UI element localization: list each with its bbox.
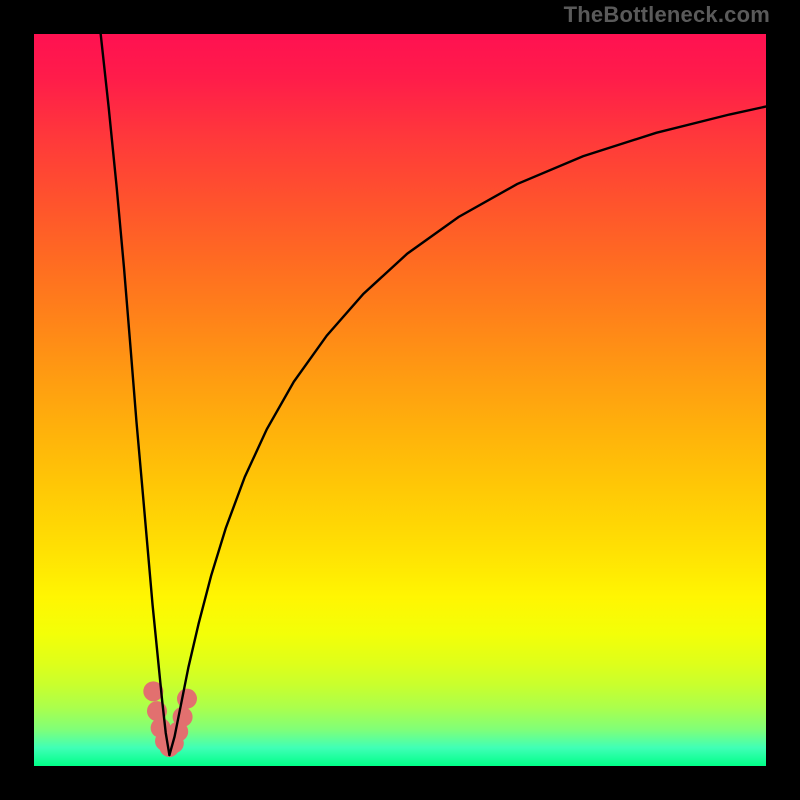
dip-marker — [147, 701, 167, 721]
dip-marker — [168, 722, 188, 742]
bottleneck-curve-right — [169, 106, 766, 755]
watermark-text: TheBottleneck.com — [564, 2, 770, 28]
curve-layer — [34, 34, 766, 766]
dip-marker — [159, 737, 179, 757]
dip-marker — [177, 689, 197, 709]
dip-marker — [143, 681, 163, 701]
chart-frame: TheBottleneck.com — [0, 0, 800, 800]
dip-marker — [173, 707, 193, 727]
dip-marker-cluster — [143, 681, 197, 757]
plot-area — [34, 34, 766, 766]
dip-marker — [155, 731, 175, 751]
bottleneck-curve-left — [100, 34, 170, 755]
dip-marker — [151, 718, 171, 738]
gradient-background — [34, 34, 766, 766]
dip-marker — [164, 733, 184, 753]
